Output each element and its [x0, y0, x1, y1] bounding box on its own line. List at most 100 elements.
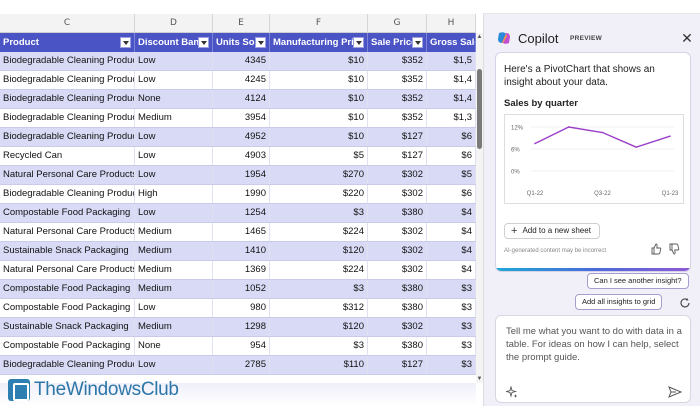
filter-dropdown-icon[interactable]: [255, 37, 266, 48]
table-row[interactable]: Recycled Can Low 4903 $5 $127 $6: [0, 147, 476, 166]
cell-manufacturing-price[interactable]: $5: [270, 147, 368, 165]
table-row[interactable]: Biodegradable Cleaning Products None 4124 $…: [0, 90, 476, 109]
cell-product[interactable]: Biodegradable Cleaning Products: [0, 128, 135, 146]
cell-gross-sales[interactable]: $6: [427, 185, 476, 203]
cell-sale-price[interactable]: $352: [368, 52, 427, 70]
prompt-guide-sparkle-icon[interactable]: [506, 386, 518, 398]
cell-product[interactable]: Sustainable Snack Packaging: [0, 318, 135, 336]
cell-sale-price[interactable]: $127: [368, 147, 427, 165]
cell-discount-band[interactable]: Low: [135, 128, 213, 146]
cell-gross-sales[interactable]: $1,4: [427, 71, 476, 89]
table-row[interactable]: Biodegradable Cleaning Products Medium 395…: [0, 109, 476, 128]
table-row[interactable]: Biodegradable Cleaning Products Low 4245 $1…: [0, 71, 476, 90]
cell-sale-price[interactable]: $302: [368, 223, 427, 241]
column-letter-d[interactable]: D: [135, 14, 213, 33]
cell-gross-sales[interactable]: $1,3: [427, 109, 476, 127]
filter-dropdown-icon[interactable]: [412, 37, 423, 48]
cell-manufacturing-price[interactable]: $3: [270, 204, 368, 222]
cell-gross-sales[interactable]: $3: [427, 356, 476, 374]
cell-gross-sales[interactable]: $3: [427, 280, 476, 298]
cell-manufacturing-price[interactable]: $120: [270, 242, 368, 260]
cell-units-sold[interactable]: 980: [213, 299, 270, 317]
cell-discount-band[interactable]: High: [135, 185, 213, 203]
table-row[interactable]: Compostable Food Packaging Medium 1052 $3 $3…: [0, 280, 476, 299]
cell-units-sold[interactable]: 3954: [213, 109, 270, 127]
another-insight-button[interactable]: Can I see another insight?: [587, 273, 689, 289]
cell-manufacturing-price[interactable]: $224: [270, 261, 368, 279]
table-row[interactable]: Biodegradable Cleaning Products High 1990 $…: [0, 185, 476, 204]
send-icon[interactable]: [668, 386, 682, 398]
cell-discount-band[interactable]: Medium: [135, 261, 213, 279]
cell-manufacturing-price[interactable]: $10: [270, 128, 368, 146]
table-row[interactable]: Biodegradable Cleaning Products Low 2785 $1…: [0, 356, 476, 375]
cell-manufacturing-price[interactable]: $3: [270, 337, 368, 355]
cell-discount-band[interactable]: Medium: [135, 223, 213, 241]
cell-gross-sales[interactable]: $3: [427, 337, 476, 355]
add-all-insights-button[interactable]: Add all insights to grid: [575, 294, 663, 310]
prompt-placeholder[interactable]: Tell me what you want to do with data in…: [506, 326, 682, 363]
table-row[interactable]: Natural Personal Care Products Medium 1369…: [0, 261, 476, 280]
cell-sale-price[interactable]: $380: [368, 337, 427, 355]
cell-product[interactable]: Sustainable Snack Packaging: [0, 242, 135, 260]
scrollbar-thumb[interactable]: [477, 69, 482, 149]
cell-sale-price[interactable]: $127: [368, 356, 427, 374]
cell-sale-price[interactable]: $302: [368, 318, 427, 336]
filter-dropdown-icon[interactable]: [120, 37, 131, 48]
cell-gross-sales[interactable]: $4: [427, 242, 476, 260]
cell-sale-price[interactable]: $302: [368, 185, 427, 203]
cell-product[interactable]: Natural Personal Care Products: [0, 223, 135, 241]
cell-units-sold[interactable]: 1954: [213, 166, 270, 184]
scroll-down-icon[interactable]: ▼: [476, 376, 483, 382]
cell-sale-price[interactable]: $127: [368, 128, 427, 146]
table-row[interactable]: Biodegradable Cleaning Products Low 4345 $1…: [0, 52, 476, 71]
cell-gross-sales[interactable]: $6: [427, 128, 476, 146]
column-letter-e[interactable]: E: [213, 14, 270, 33]
filter-dropdown-icon[interactable]: [198, 37, 209, 48]
prompt-box[interactable]: Tell me what you want to do with data in…: [495, 315, 691, 403]
table-row[interactable]: Compostable Food Packaging Low 980 $312 $380…: [0, 299, 476, 318]
cell-product[interactable]: Biodegradable Cleaning Products: [0, 52, 135, 70]
cell-units-sold[interactable]: 1254: [213, 204, 270, 222]
cell-discount-band[interactable]: Medium: [135, 280, 213, 298]
cell-manufacturing-price[interactable]: $270: [270, 166, 368, 184]
cell-discount-band[interactable]: Low: [135, 166, 213, 184]
scroll-up-icon[interactable]: ▲: [476, 34, 483, 40]
column-letter-g[interactable]: G: [368, 14, 427, 33]
table-row[interactable]: Sustainable Snack Packaging Medium 1410 $12…: [0, 242, 476, 261]
cell-discount-band[interactable]: Low: [135, 356, 213, 374]
cell-sale-price[interactable]: $352: [368, 109, 427, 127]
cell-sale-price[interactable]: $380: [368, 204, 427, 222]
column-letter-c[interactable]: C: [0, 14, 135, 33]
cell-sale-price[interactable]: $352: [368, 71, 427, 89]
cell-discount-band[interactable]: Low: [135, 52, 213, 70]
cell-sale-price[interactable]: $352: [368, 90, 427, 108]
cell-discount-band[interactable]: Medium: [135, 109, 213, 127]
spreadsheet-grid[interactable]: C D E F G H Product Discount Band Units …: [0, 0, 483, 406]
cell-units-sold[interactable]: 4124: [213, 90, 270, 108]
cell-product[interactable]: Compostable Food Packaging: [0, 337, 135, 355]
cell-gross-sales[interactable]: $4: [427, 261, 476, 279]
table-row[interactable]: Sustainable Snack Packaging Medium 1298 $12…: [0, 318, 476, 337]
cell-units-sold[interactable]: 954: [213, 337, 270, 355]
thumbs-up-icon[interactable]: [650, 243, 662, 255]
thumbs-down-icon[interactable]: [668, 243, 680, 255]
pivot-chart[interactable]: 12% 6% 0% Q1-22 Q3-22 Q1-23: [504, 114, 684, 204]
cell-discount-band[interactable]: Low: [135, 147, 213, 165]
cell-sale-price[interactable]: $380: [368, 280, 427, 298]
cell-units-sold[interactable]: 4903: [213, 147, 270, 165]
cell-discount-band[interactable]: Low: [135, 204, 213, 222]
cell-discount-band[interactable]: Medium: [135, 318, 213, 336]
cell-discount-band[interactable]: Low: [135, 71, 213, 89]
cell-manufacturing-price[interactable]: $3: [270, 280, 368, 298]
cell-sale-price[interactable]: $380: [368, 299, 427, 317]
cell-units-sold[interactable]: 1990: [213, 185, 270, 203]
table-row[interactable]: Compostable Food Packaging Low 1254 $3 $380 $…: [0, 204, 476, 223]
cell-gross-sales[interactable]: $3: [427, 299, 476, 317]
cell-product[interactable]: Biodegradable Cleaning Products: [0, 185, 135, 203]
cell-units-sold[interactable]: 4345: [213, 52, 270, 70]
filter-dropdown-icon[interactable]: [353, 37, 364, 48]
cell-units-sold[interactable]: 1465: [213, 223, 270, 241]
cell-manufacturing-price[interactable]: $220: [270, 185, 368, 203]
cell-product[interactable]: Compostable Food Packaging: [0, 280, 135, 298]
cell-units-sold[interactable]: 1410: [213, 242, 270, 260]
